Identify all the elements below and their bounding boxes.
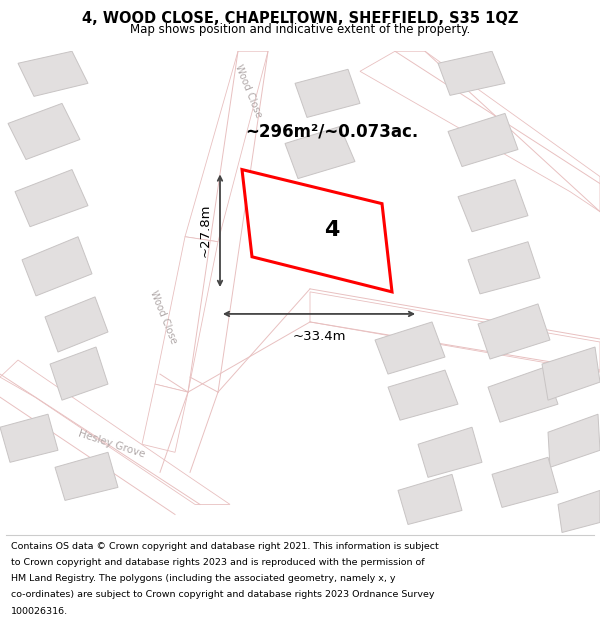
Text: ~33.4m: ~33.4m bbox=[292, 330, 346, 343]
Polygon shape bbox=[488, 367, 558, 423]
Text: ~27.8m: ~27.8m bbox=[199, 204, 212, 258]
Polygon shape bbox=[468, 242, 540, 294]
Text: HM Land Registry. The polygons (including the associated geometry, namely x, y: HM Land Registry. The polygons (includin… bbox=[11, 574, 395, 583]
Polygon shape bbox=[542, 347, 600, 400]
Polygon shape bbox=[558, 491, 600, 532]
Polygon shape bbox=[448, 113, 518, 166]
Text: 4, WOOD CLOSE, CHAPELTOWN, SHEFFIELD, S35 1QZ: 4, WOOD CLOSE, CHAPELTOWN, SHEFFIELD, S3… bbox=[82, 11, 518, 26]
Polygon shape bbox=[398, 474, 462, 524]
Text: Hesley Grove: Hesley Grove bbox=[77, 429, 146, 460]
Text: Wood Close: Wood Close bbox=[233, 63, 263, 119]
Polygon shape bbox=[50, 347, 108, 400]
Polygon shape bbox=[295, 69, 360, 118]
Polygon shape bbox=[185, 51, 268, 242]
Polygon shape bbox=[548, 414, 600, 468]
Polygon shape bbox=[310, 292, 600, 372]
Text: Map shows position and indicative extent of the property.: Map shows position and indicative extent… bbox=[130, 23, 470, 36]
Polygon shape bbox=[375, 322, 445, 374]
Polygon shape bbox=[492, 458, 558, 508]
Polygon shape bbox=[360, 51, 600, 212]
Polygon shape bbox=[478, 304, 550, 359]
Polygon shape bbox=[388, 370, 458, 420]
Text: 4: 4 bbox=[325, 221, 340, 241]
Polygon shape bbox=[22, 237, 92, 296]
Text: Contains OS data © Crown copyright and database right 2021. This information is : Contains OS data © Crown copyright and d… bbox=[11, 542, 439, 551]
Polygon shape bbox=[242, 169, 392, 292]
Polygon shape bbox=[8, 103, 80, 159]
Polygon shape bbox=[18, 51, 88, 96]
Polygon shape bbox=[0, 414, 58, 462]
Text: 100026316.: 100026316. bbox=[11, 606, 68, 616]
Text: to Crown copyright and database rights 2023 and is reproduced with the permissio: to Crown copyright and database rights 2… bbox=[11, 558, 424, 567]
Polygon shape bbox=[458, 179, 528, 232]
Polygon shape bbox=[155, 237, 218, 392]
Polygon shape bbox=[0, 360, 230, 504]
Polygon shape bbox=[438, 51, 505, 96]
Polygon shape bbox=[45, 297, 108, 352]
Polygon shape bbox=[55, 452, 118, 501]
Polygon shape bbox=[15, 169, 88, 227]
Text: Wood Close: Wood Close bbox=[148, 289, 178, 345]
Polygon shape bbox=[142, 384, 188, 452]
Polygon shape bbox=[418, 428, 482, 478]
Text: ~296m²/~0.073ac.: ~296m²/~0.073ac. bbox=[245, 122, 418, 141]
Text: co-ordinates) are subject to Crown copyright and database rights 2023 Ordnance S: co-ordinates) are subject to Crown copyr… bbox=[11, 590, 434, 599]
Polygon shape bbox=[285, 126, 355, 179]
